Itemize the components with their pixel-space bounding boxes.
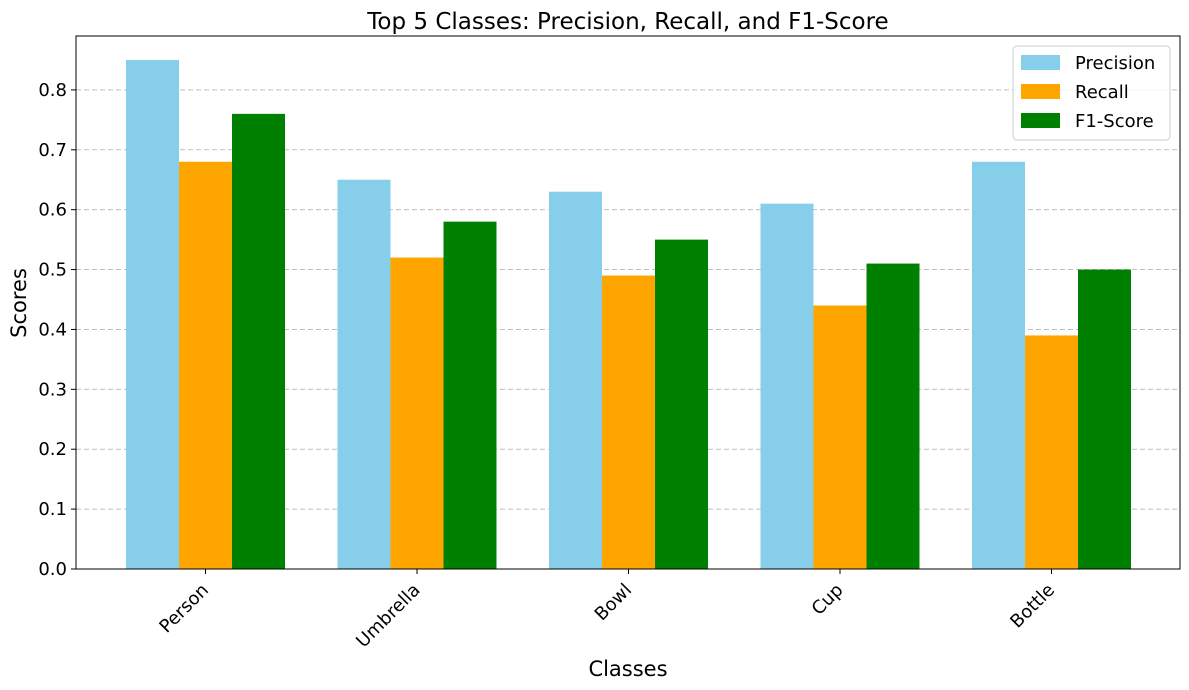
bar-recall-bottle — [1025, 335, 1078, 569]
y-axis: 0.0 0.1 0.2 0.3 0.4 0.5 0.6 0.7 0.8 — [38, 80, 76, 580]
bar-f1-score-bottle — [1078, 269, 1131, 569]
legend-swatch — [1021, 113, 1060, 128]
bar-precision-bottle — [972, 161, 1025, 569]
legend-label: Recall — [1075, 82, 1129, 103]
x-axis-title: Classes — [588, 657, 667, 681]
x-axis: Person Umbrella Bowl Cup Bottle — [155, 569, 1059, 652]
bar-recall-umbrella — [390, 257, 444, 569]
bar-precision-bowl — [549, 191, 602, 569]
legend-swatch — [1021, 84, 1060, 99]
y-tick-label: 0.3 — [38, 379, 67, 400]
legend-label: Precision — [1075, 53, 1155, 74]
y-tick-label: 0.6 — [38, 200, 67, 221]
bar-precision-cup — [760, 203, 814, 569]
bar-precision-umbrella — [337, 179, 391, 569]
y-tick-label: 0.7 — [38, 140, 67, 161]
bar-f1-score-bowl — [655, 239, 708, 569]
y-tick-label: 0.1 — [38, 499, 67, 520]
y-tick-label: 0.2 — [38, 439, 67, 460]
bar-f1-score-cup — [866, 263, 920, 569]
x-tick-label: Umbrella — [352, 580, 424, 652]
bar-precision-person — [126, 59, 179, 570]
legend-swatch — [1021, 55, 1060, 70]
bar-f1-score-person — [232, 113, 285, 569]
y-axis-title: Scores — [7, 268, 31, 338]
legend: Precision Recall F1-Score — [1012, 45, 1171, 141]
y-tick-label: 0.5 — [38, 260, 67, 281]
y-tick-label: 0.4 — [38, 319, 67, 340]
bar-f1-score-umbrella — [443, 221, 497, 570]
chart-title: Top 5 Classes: Precision, Recall, and F1… — [366, 9, 888, 35]
legend-label: F1-Score — [1075, 111, 1154, 132]
x-tick-label: Bottle — [1006, 580, 1059, 633]
bar-recall-cup — [813, 305, 867, 569]
x-tick-label: Cup — [808, 580, 848, 620]
bar-recall-bowl — [602, 275, 655, 569]
y-tick-label: 0.8 — [38, 80, 67, 101]
x-tick-label: Person — [155, 580, 213, 638]
bars-group — [126, 59, 1131, 570]
bar-recall-person — [179, 161, 232, 569]
y-tick-label: 0.0 — [38, 559, 67, 580]
x-tick-label: Bowl — [591, 580, 636, 625]
